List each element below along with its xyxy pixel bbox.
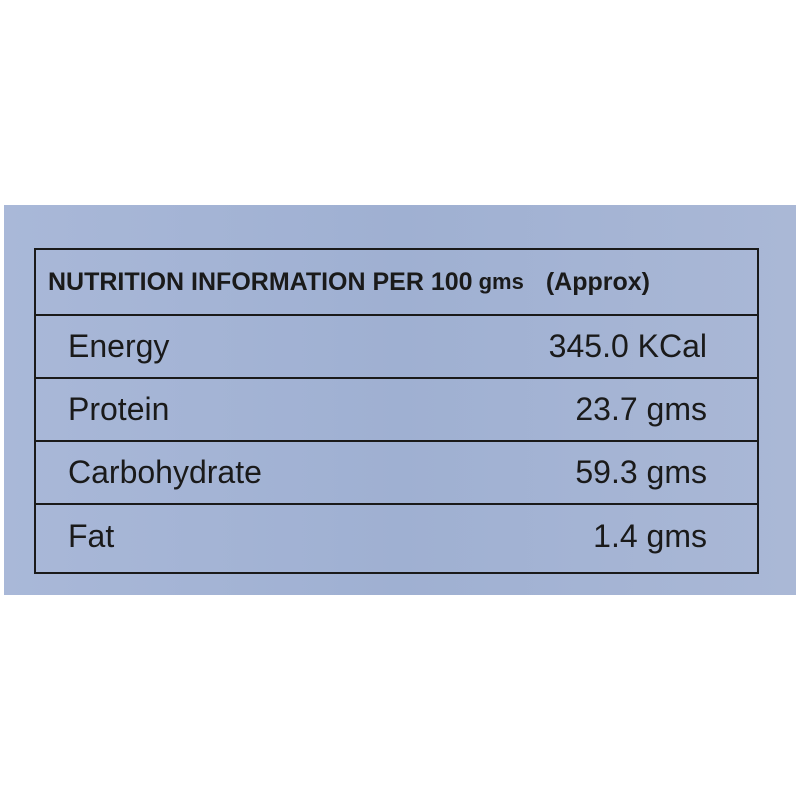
nutrient-name: Energy	[68, 328, 170, 364]
table-row: Energy 345.0 KCal	[36, 316, 757, 379]
nutrient-name: Fat	[68, 518, 115, 554]
table-row: Carbohydrate 59.3 gms	[36, 442, 757, 505]
header-note: (Approx)	[545, 267, 650, 296]
nutrition-table: NUTRITION INFORMATION PER 100 gms (Appro…	[34, 248, 759, 574]
nutrient-value: 59.3 gms	[575, 454, 707, 490]
table-header: NUTRITION INFORMATION PER 100 gms (Appro…	[36, 250, 757, 316]
nutrient-name: Carbohydrate	[68, 454, 262, 490]
table-body: Energy 345.0 KCal Protein 23.7 gms Carbohydr…	[36, 316, 757, 568]
nutrient-name: Protein	[68, 391, 170, 427]
header-unit: gms	[478, 269, 524, 294]
nutrient-value: 1.4 gms	[593, 518, 707, 554]
table-row: Fat 1.4 gms	[36, 505, 757, 568]
nutrient-value: 345.0 KCal	[548, 328, 707, 364]
header-title: NUTRITION INFORMATION PER 100	[48, 267, 473, 296]
label-panel: NUTRITION INFORMATION PER 100 gms (Appro…	[4, 205, 796, 595]
nutrient-value: 23.7 gms	[575, 391, 707, 427]
table-row: Protein 23.7 gms	[36, 379, 757, 442]
